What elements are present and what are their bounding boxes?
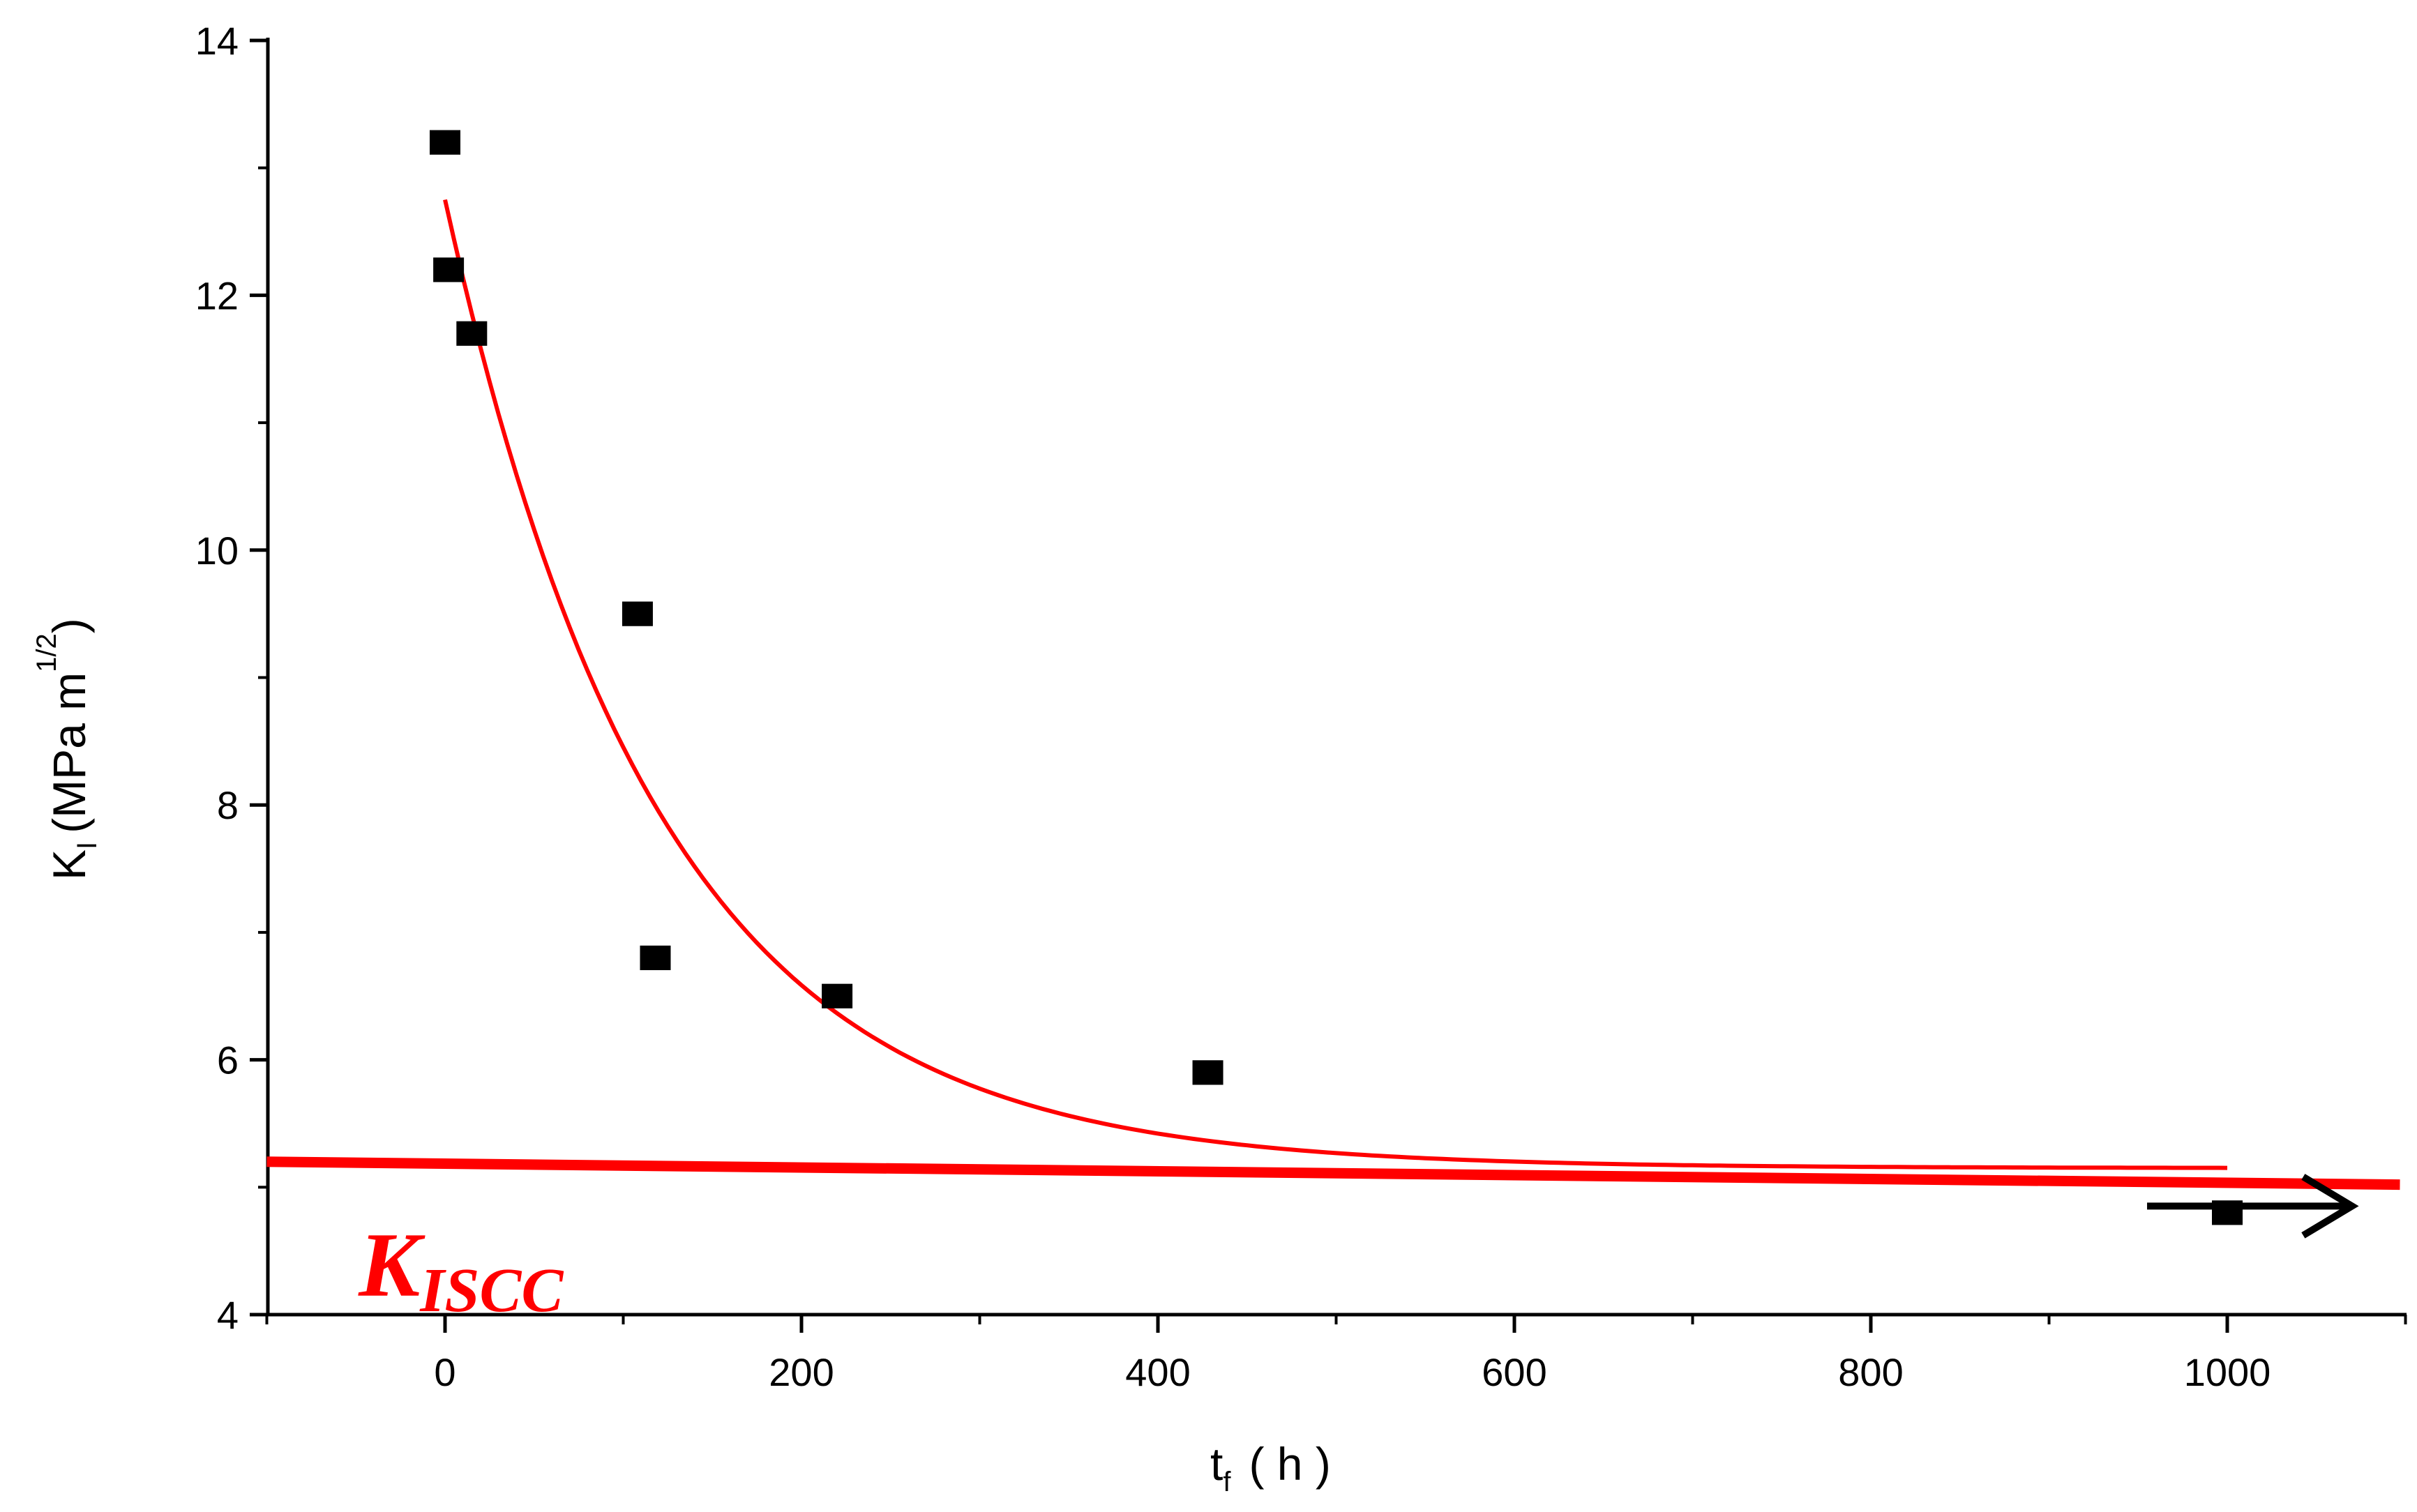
x-axis-title-unit: ( h ) bbox=[1249, 1438, 1330, 1490]
x-axis-title-main: t bbox=[1210, 1438, 1223, 1490]
y-axis-title-close: ) bbox=[43, 618, 95, 633]
data-points bbox=[430, 130, 2243, 1225]
y-axis-title-sup: 1/2 bbox=[31, 633, 62, 672]
data-point bbox=[456, 321, 488, 346]
data-point bbox=[1192, 1060, 1223, 1085]
data-point bbox=[622, 601, 653, 626]
fit-curve bbox=[443, 199, 2228, 1170]
x-tick-label: 0 bbox=[434, 1350, 455, 1394]
x-tick-label: 200 bbox=[769, 1350, 834, 1394]
kiscc-label-sub: ISCC bbox=[419, 1256, 564, 1325]
y-tick-label: 6 bbox=[217, 1038, 239, 1082]
x-tick-label: 400 bbox=[1125, 1350, 1190, 1394]
data-point bbox=[822, 983, 853, 1008]
kiscc-threshold bbox=[266, 1156, 2400, 1190]
y-axis-title-sub: I bbox=[72, 842, 103, 849]
svg-text:KI(MPa m1/2): KI (MPa m1/2) bbox=[31, 618, 103, 880]
y-tick-label: 4 bbox=[217, 1293, 239, 1337]
y-tick-label: 12 bbox=[195, 273, 239, 317]
kiscc-line bbox=[266, 1156, 2400, 1190]
x-tick-label: 600 bbox=[1482, 1350, 1546, 1394]
annotations: KISCC bbox=[358, 1174, 2359, 1325]
y-tick-label: 14 bbox=[195, 19, 239, 63]
x-tick-label: 800 bbox=[1838, 1350, 1903, 1394]
ticks: 0 200 400 600 800 1000 4 6 8 10 12 14 bbox=[195, 19, 2407, 1394]
data-point bbox=[433, 257, 465, 282]
data-point bbox=[640, 945, 671, 971]
y-tick-label: 10 bbox=[195, 529, 239, 573]
x-axis-title: tf ( h ) bbox=[1210, 1438, 1331, 1497]
y-axis-title: KI (MPa m1/2) bbox=[31, 618, 103, 880]
x-tick-label: 1000 bbox=[2184, 1350, 2271, 1394]
kiscc-label-main: K bbox=[358, 1214, 426, 1316]
y-axis-title-main: K bbox=[43, 849, 95, 880]
y-tick-label: 8 bbox=[217, 783, 239, 827]
arrow-head-icon bbox=[2301, 1174, 2359, 1239]
data-point bbox=[430, 130, 460, 155]
kiscc-label: KISCC bbox=[358, 1214, 564, 1325]
svg-text:tf( h ): tf ( h ) bbox=[1210, 1438, 1331, 1497]
fit-curve-path bbox=[443, 199, 2228, 1170]
x-axis-title-sub: f bbox=[1223, 1467, 1231, 1497]
y-axis-title-unit: (MPa m bbox=[43, 672, 95, 833]
